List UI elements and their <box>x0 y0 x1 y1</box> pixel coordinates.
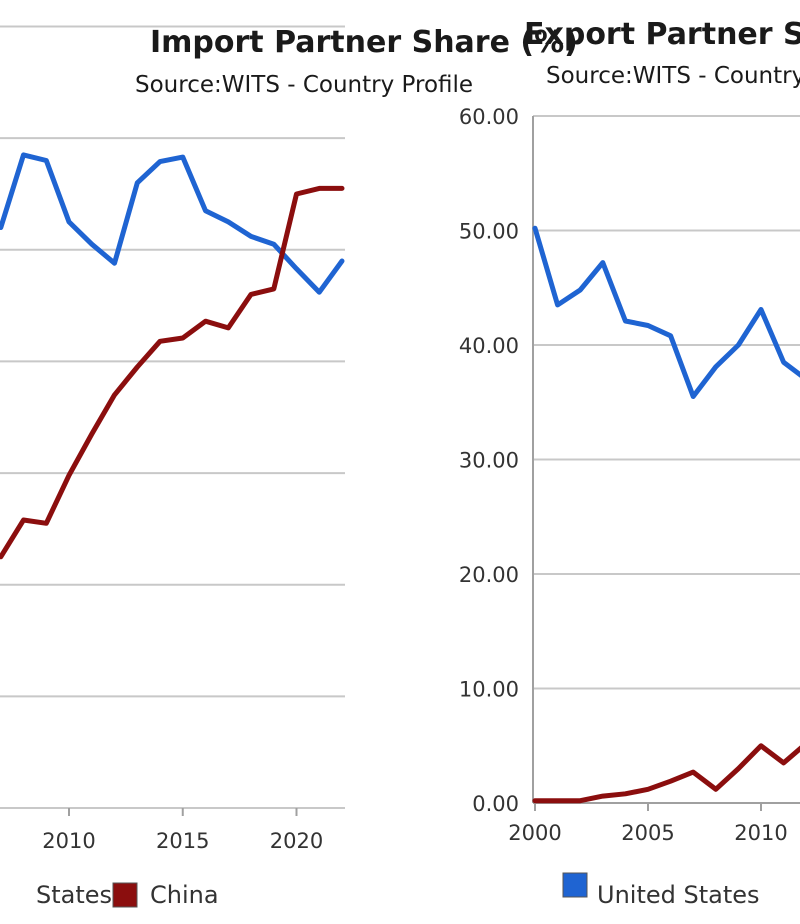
china-legend-swatch <box>112 882 138 908</box>
import-chart-panel: Import Partner Share (%) Source:WITS - C… <box>0 25 578 909</box>
chart-subtitle: Source:WITS - Country Profile <box>135 72 473 98</box>
gridlines <box>0 25 345 816</box>
series-lines <box>0 152 345 560</box>
x-tick-label: 2015 <box>156 829 209 853</box>
legend-label: China <box>150 881 219 909</box>
y-tick-label: 60.00 <box>459 105 519 129</box>
legend-label: States <box>36 881 112 909</box>
export-chart-panel: Export Partner Share (%) Source:WITS - C… <box>459 17 800 909</box>
y-tick-label: 50.00 <box>459 220 519 244</box>
x-tick-label: 2010 <box>42 829 95 853</box>
series-line-united-states <box>532 225 800 399</box>
united-states-legend-swatch <box>562 872 588 898</box>
x-tick-label: 2000 <box>508 821 561 845</box>
y-tick-label: 40.00 <box>459 334 519 358</box>
gridlines <box>532 115 800 811</box>
legend[interactable]: United States <box>562 872 760 909</box>
series-line-china <box>0 185 345 560</box>
x-tick-label: 2010 <box>734 821 787 845</box>
x-tick-labels: 2010 2015 2020 <box>42 829 323 853</box>
chart-subtitle: Source:WITS - Country Profile <box>546 63 800 89</box>
series-line-united-states <box>0 152 345 295</box>
legend[interactable]: States China <box>36 881 219 909</box>
y-tick-labels: 0.00 10.00 20.00 30.00 40.00 50.00 60.00 <box>459 105 519 816</box>
x-tick-label: 2020 <box>270 829 323 853</box>
legend-label: United States <box>597 881 760 909</box>
series-lines <box>532 225 800 804</box>
x-tick-labels: 2000 2005 2010 <box>508 821 787 845</box>
chart-title: Export Partner Share (%) <box>524 17 800 52</box>
y-tick-label: 0.00 <box>472 792 519 816</box>
x-tick-label: 2005 <box>621 821 674 845</box>
chart-title: Import Partner Share (%) <box>150 25 578 60</box>
series-line-china <box>532 743 800 804</box>
y-tick-label: 20.00 <box>459 563 519 587</box>
y-tick-label: 10.00 <box>459 678 519 702</box>
y-tick-label: 30.00 <box>459 449 519 473</box>
